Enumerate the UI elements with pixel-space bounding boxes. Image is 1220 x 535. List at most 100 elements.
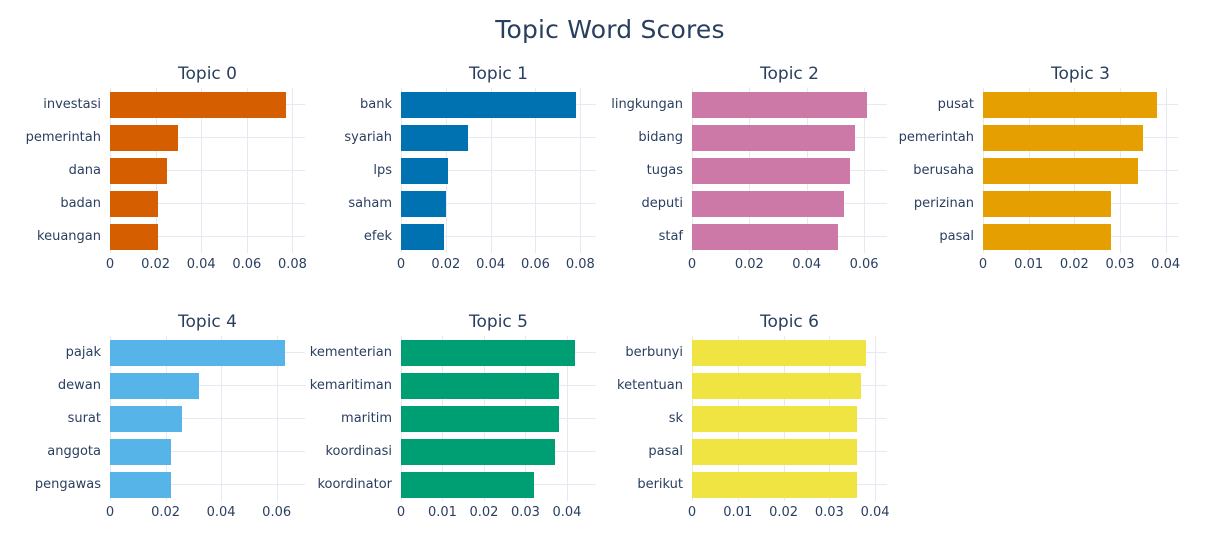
y-gridline xyxy=(401,236,596,237)
chart-title: Topic 1 xyxy=(469,64,528,84)
bar[interactable] xyxy=(983,190,1111,217)
bar[interactable] xyxy=(401,190,446,217)
bar-band xyxy=(401,336,596,369)
chart-title: Topic 2 xyxy=(760,64,819,84)
y-gridline xyxy=(110,451,305,452)
bar[interactable] xyxy=(692,438,857,465)
category-label: staf xyxy=(658,229,683,244)
category-label: efek xyxy=(363,229,392,244)
bar-band xyxy=(110,369,305,402)
x-tick-label: 0.03 xyxy=(1105,257,1135,272)
bar[interactable] xyxy=(110,339,285,366)
bar[interactable] xyxy=(983,223,1111,250)
bar-band xyxy=(110,435,305,468)
x-tick-label: 0.02 xyxy=(141,257,171,272)
bar[interactable] xyxy=(401,405,559,432)
category-label: perizinan xyxy=(913,196,974,211)
category-label: koordinasi xyxy=(325,444,392,459)
bar[interactable] xyxy=(110,190,158,217)
category-label: maritim xyxy=(341,411,392,426)
bar[interactable] xyxy=(110,438,172,465)
bar[interactable] xyxy=(110,223,158,250)
bar[interactable] xyxy=(401,471,534,498)
bar-band xyxy=(983,154,1178,187)
bar-band xyxy=(983,121,1178,154)
bar[interactable] xyxy=(692,339,866,366)
category-label: bank xyxy=(360,97,392,112)
bar[interactable] xyxy=(110,471,172,498)
bars-layer xyxy=(401,88,596,253)
chart-title: Topic 4 xyxy=(178,312,237,332)
category-label: ketentuan xyxy=(617,378,683,393)
x-tick-label: 0.04 xyxy=(186,257,216,272)
bar[interactable] xyxy=(110,124,179,151)
category-axis: kementerian kemaritiman maritim koordinasi k… xyxy=(305,336,401,501)
bar[interactable] xyxy=(401,223,444,250)
bar[interactable] xyxy=(692,190,844,217)
category-label: berikut xyxy=(637,477,683,492)
y-gridline xyxy=(401,170,596,171)
x-tick-label: 0.02 xyxy=(1059,257,1089,272)
bar[interactable] xyxy=(692,372,862,399)
bar[interactable] xyxy=(110,157,168,184)
bar-band xyxy=(692,369,887,402)
y-gridline xyxy=(110,418,305,419)
plot-area xyxy=(692,88,887,253)
bar-band xyxy=(110,154,305,187)
bar[interactable] xyxy=(692,157,850,184)
bars-layer xyxy=(110,336,305,501)
x-tick-label: 0.01 xyxy=(1014,257,1044,272)
x-tick-label: 0.04 xyxy=(860,505,890,520)
bar[interactable] xyxy=(110,372,199,399)
x-tick-label: 0 xyxy=(105,505,115,520)
category-axis: berbunyi ketentuan sk pasal berikut xyxy=(596,336,692,501)
x-tick-label: 0.02 xyxy=(734,257,764,272)
x-tick-label: 0.04 xyxy=(1151,257,1181,272)
category-label: kementerian xyxy=(309,345,392,360)
x-tick-label: 0.06 xyxy=(232,257,262,272)
bar[interactable] xyxy=(401,91,576,118)
category-axis: bank syariah lps saham efek xyxy=(305,88,401,253)
bar[interactable] xyxy=(110,405,183,432)
category-label: deputi xyxy=(641,196,683,211)
y-gridline xyxy=(110,236,305,237)
bar-band xyxy=(401,402,596,435)
plot-area xyxy=(110,88,305,253)
bar-band xyxy=(110,402,305,435)
y-gridline xyxy=(401,203,596,204)
category-label: anggota xyxy=(47,444,101,459)
x-tick-label: 0.02 xyxy=(151,505,181,520)
plot-wrap: berbunyi ketentuan sk pasal berikut xyxy=(596,336,887,501)
bar-band xyxy=(110,468,305,501)
bar[interactable] xyxy=(983,91,1157,118)
category-label: syariah xyxy=(344,130,392,145)
bar[interactable] xyxy=(692,124,856,151)
category-label: pasal xyxy=(648,444,683,459)
bar[interactable] xyxy=(401,124,469,151)
x-tick-label: 0.08 xyxy=(277,257,307,272)
bar[interactable] xyxy=(401,438,555,465)
topic-word-scores-figure: Topic Word Scores Topic 0 investasi pemer… xyxy=(0,15,1220,535)
bar[interactable] xyxy=(401,339,576,366)
bar[interactable] xyxy=(692,223,839,250)
bar-band xyxy=(692,121,887,154)
bar[interactable] xyxy=(692,471,857,498)
y-gridline xyxy=(401,137,596,138)
plot-wrap: investasi pemerintah dana badan keuangan xyxy=(14,88,305,253)
topic-chart: Topic 3 pusat pemerintah berusaha perizinan… xyxy=(887,62,1181,275)
plot-wrap: kementerian kemaritiman maritim koordinasi k… xyxy=(305,336,596,501)
bar-band xyxy=(110,187,305,220)
category-label: pengawas xyxy=(34,477,101,492)
x-tick-label: 0.01 xyxy=(723,505,753,520)
bar-band xyxy=(692,435,887,468)
bar-band xyxy=(401,121,596,154)
bar[interactable] xyxy=(401,372,559,399)
bar-band xyxy=(692,220,887,253)
category-label: pajak xyxy=(65,345,101,360)
bar[interactable] xyxy=(692,91,867,118)
bar[interactable] xyxy=(110,91,286,118)
bar[interactable] xyxy=(983,124,1143,151)
bar[interactable] xyxy=(692,405,857,432)
bar[interactable] xyxy=(401,157,449,184)
bar[interactable] xyxy=(983,157,1139,184)
